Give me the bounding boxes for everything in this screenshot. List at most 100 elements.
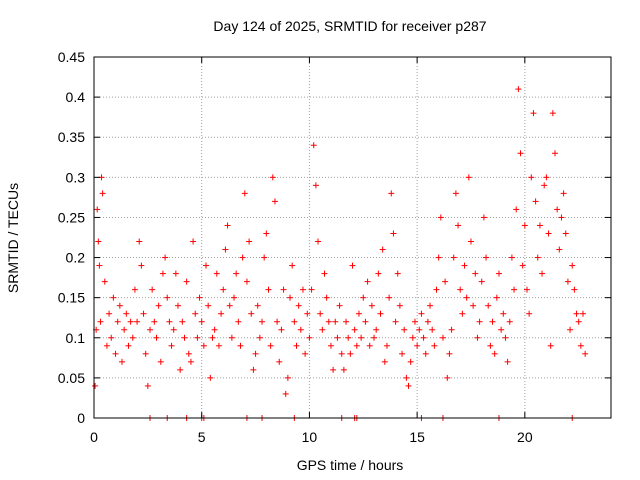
data-point — [504, 358, 511, 365]
data-point — [483, 254, 490, 261]
data-point — [532, 198, 539, 205]
data-point — [200, 342, 207, 349]
data-point — [116, 302, 123, 309]
data-point — [194, 334, 201, 341]
data-point — [287, 294, 294, 301]
data-point — [284, 374, 291, 381]
data-point — [276, 358, 283, 365]
data-point — [472, 270, 479, 277]
data-point — [450, 254, 457, 261]
data-point — [455, 222, 462, 229]
data-point — [343, 318, 350, 325]
data-point — [306, 334, 313, 341]
data-point — [226, 302, 233, 309]
data-point — [491, 350, 498, 357]
data-point — [379, 246, 386, 253]
data-point — [403, 374, 410, 381]
data-point — [263, 230, 270, 237]
data-point — [99, 190, 106, 197]
y-tick-label: 0.45 — [58, 49, 85, 65]
data-point — [114, 318, 121, 325]
data-point — [280, 286, 287, 293]
x-tick-label: 20 — [517, 429, 533, 445]
data-point — [536, 222, 543, 229]
data-point — [138, 262, 145, 269]
data-point — [476, 318, 483, 325]
x-tick-label: 10 — [302, 429, 318, 445]
data-point — [144, 382, 151, 389]
x-tick-label: 0 — [90, 429, 98, 445]
data-point — [250, 366, 257, 373]
data-point — [153, 334, 160, 341]
data-point — [166, 318, 173, 325]
data-point — [355, 310, 362, 317]
data-point — [129, 334, 136, 341]
data-point — [396, 302, 403, 309]
data-point — [407, 358, 414, 365]
data-point — [519, 262, 526, 269]
data-point — [489, 318, 496, 325]
data-point — [523, 286, 530, 293]
data-point — [334, 334, 341, 341]
data-point — [121, 326, 128, 333]
data-point — [295, 302, 302, 309]
data-point — [373, 326, 380, 333]
data-point — [319, 326, 326, 333]
y-tick-label: 0.3 — [66, 169, 86, 185]
data-point — [211, 326, 218, 333]
data-point — [97, 318, 104, 325]
data-point — [205, 302, 212, 309]
data-point — [231, 294, 238, 301]
data-point — [401, 326, 408, 333]
data-point — [364, 278, 371, 285]
data-point — [274, 318, 281, 325]
data-point — [470, 302, 477, 309]
data-point — [103, 342, 110, 349]
data-point — [289, 262, 296, 269]
data-point — [336, 302, 343, 309]
data-point — [269, 174, 276, 181]
data-point — [243, 278, 250, 285]
data-point — [209, 334, 216, 341]
data-point — [547, 342, 554, 349]
data-point — [248, 310, 255, 317]
data-point — [192, 310, 199, 317]
data-point — [155, 302, 162, 309]
data-point — [220, 286, 227, 293]
data-point — [442, 278, 449, 285]
data-point — [291, 318, 298, 325]
data-point — [149, 286, 156, 293]
grid-lines — [94, 57, 611, 418]
data-point — [498, 326, 505, 333]
data-point — [96, 262, 103, 269]
data-point — [164, 294, 171, 301]
data-point — [252, 350, 259, 357]
y-tick-label: 0 — [77, 410, 85, 426]
data-point — [554, 206, 561, 213]
data-point — [431, 342, 438, 349]
data-point — [215, 342, 222, 349]
data-point — [474, 334, 481, 341]
data-point — [551, 150, 558, 157]
data-point — [579, 310, 586, 317]
data-point — [256, 334, 263, 341]
data-point — [353, 342, 360, 349]
data-point — [409, 334, 416, 341]
data-point — [233, 270, 240, 277]
data-point — [493, 294, 500, 301]
data-point — [562, 230, 569, 237]
data-point — [500, 310, 507, 317]
data-point — [317, 310, 324, 317]
data-point — [459, 310, 466, 317]
data-point — [414, 342, 421, 349]
x-axis-label: GPS time / hours — [297, 457, 404, 473]
data-point — [101, 278, 108, 285]
data-point — [467, 238, 474, 245]
data-point — [340, 366, 347, 373]
data-point — [558, 214, 565, 221]
data-point — [541, 182, 548, 189]
data-point — [360, 294, 367, 301]
data-points — [92, 86, 589, 421]
data-point — [534, 254, 541, 261]
data-point — [125, 342, 132, 349]
